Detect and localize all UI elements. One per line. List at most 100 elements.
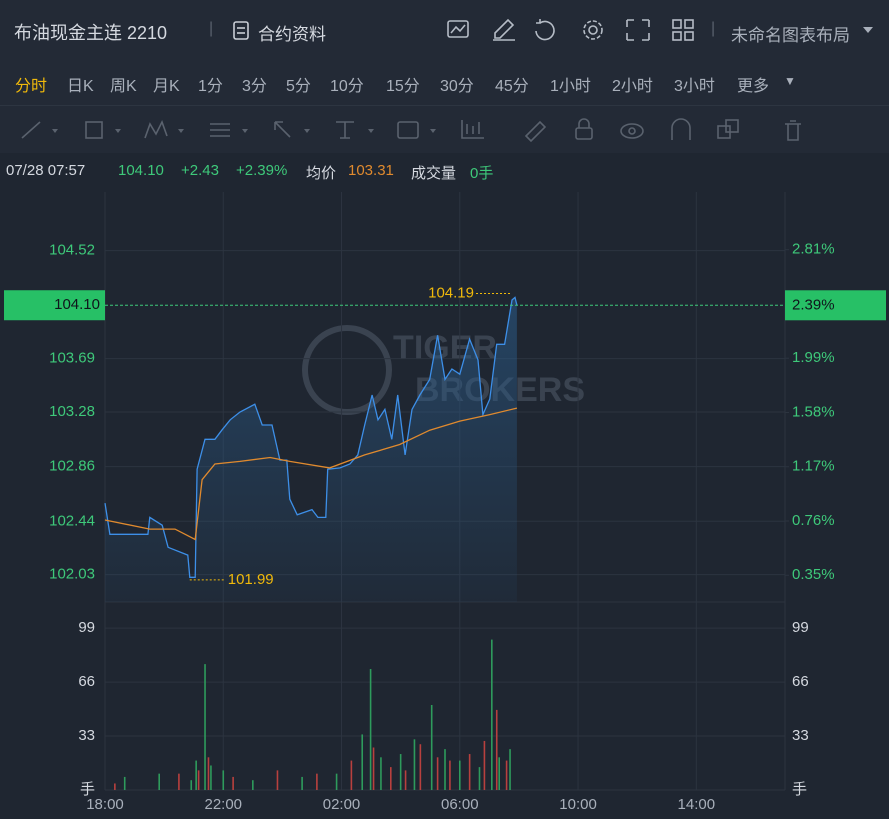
period-button[interactable]: 日K — [67, 78, 94, 95]
y2-tick-label: 1.99% — [792, 349, 835, 366]
current-price-badge — [4, 290, 105, 321]
volume-bar — [449, 760, 451, 790]
volume-bar — [195, 760, 197, 790]
y2-tick-label: 1.17% — [792, 458, 835, 475]
y-tick-label: 102.44 — [49, 512, 95, 529]
current-price-label: 104.10 — [54, 296, 100, 313]
volume-bar — [495, 709, 498, 790]
annotation: 104.19 — [428, 284, 474, 301]
y-tick-label: 33 — [78, 727, 95, 744]
y-tick-label: 104.52 — [49, 242, 95, 259]
current-pct-label: 2.39% — [792, 296, 835, 313]
volume-bar — [509, 749, 511, 790]
tool-icons — [21, 118, 801, 143]
period-button[interactable]: 周K — [110, 78, 137, 95]
quote-time: 07/28 07:57 — [6, 162, 86, 179]
y-tick-label: 102.86 — [49, 458, 95, 475]
watermark: TIGER — [393, 329, 497, 367]
volume-bar — [468, 754, 471, 790]
info-button[interactable]: 合约资料 — [258, 25, 326, 44]
period-button[interactable]: 45分 — [495, 78, 529, 95]
volume-bar — [232, 776, 234, 790]
volume-value: 0手 — [470, 165, 494, 182]
dropdown-arrow: ▼ — [784, 74, 796, 88]
price-line — [104, 296, 518, 578]
period-button[interactable]: 3小时 — [674, 78, 715, 95]
period-button[interactable]: 月K — [153, 78, 180, 95]
y-tick-label: 99 — [78, 619, 95, 636]
doc-icon — [233, 21, 249, 40]
x-tick-label: 14:00 — [678, 796, 716, 813]
volume-bar — [361, 734, 364, 790]
period-button[interactable]: 1小时 — [550, 78, 591, 95]
period-button[interactable]: 分时 — [15, 78, 48, 95]
volume-bar — [369, 669, 372, 790]
volume-bar — [204, 664, 206, 790]
volume-bar — [372, 747, 375, 790]
y2-tick-label: 99 — [792, 619, 809, 636]
volume-bar — [123, 776, 126, 790]
period-button[interactable]: 2小时 — [612, 78, 653, 95]
period-button[interactable]: 3分 — [242, 78, 267, 95]
header: 布油现金主连 2210 | 合约资料 | 未命名图表布局 — [0, 0, 889, 60]
period-bar: 分时 日K 周K 月K 1分 3分 5分 10分 15分 30分 45分 1小时 2小时 3小时 更多 ▼ — [0, 60, 889, 105]
divider: | — [711, 20, 716, 37]
period-button[interactable]: 10分 — [330, 78, 364, 95]
annotation: 101.99 — [228, 571, 274, 588]
period-button[interactable]: 30分 — [440, 78, 474, 95]
x-tick-label: 06:00 — [441, 796, 479, 813]
volume-bar — [210, 765, 212, 790]
avg-label: 均价 — [306, 165, 337, 182]
volume-bar — [389, 767, 392, 790]
volume-bar — [491, 639, 493, 790]
dropdown-arrow — [863, 27, 873, 33]
volume-bar — [114, 783, 116, 790]
volume-label: 成交量 — [411, 165, 457, 182]
y2-tick-label: 33 — [792, 727, 809, 744]
volume-bar — [483, 740, 486, 790]
volume-bar — [276, 770, 279, 790]
price-area — [105, 297, 517, 602]
volume-bar — [316, 773, 318, 790]
y-tick-label: 66 — [78, 673, 95, 690]
volume-bar — [458, 760, 461, 790]
y2-tick-label: 2.81% — [792, 241, 835, 258]
volume-bar — [158, 773, 161, 790]
volume-bar — [190, 780, 193, 790]
quote-price: 104.10 — [118, 162, 164, 179]
current-pct-badge — [785, 290, 886, 321]
title: 布油现金主连 2210 — [14, 23, 168, 43]
period-button[interactable]: 更多 — [737, 78, 770, 95]
header-icons — [447, 18, 694, 41]
volume-bar — [444, 749, 446, 790]
volume-bar — [207, 757, 210, 790]
x-tick-label: 02:00 — [323, 796, 361, 813]
y2-tick-label: 0.35% — [792, 566, 835, 583]
volume-bar — [505, 760, 508, 790]
volume-bar — [335, 773, 338, 790]
divider: | — [209, 20, 214, 37]
volume-bar — [178, 773, 180, 790]
volume-bar — [413, 739, 416, 790]
x-tick-label: 22:00 — [204, 796, 242, 813]
layout-menu[interactable]: 未命名图表布局 — [731, 26, 850, 45]
volume-bar — [404, 770, 407, 790]
volume-bar — [419, 744, 422, 790]
y-tick-label: 103.69 — [49, 350, 95, 367]
volume-bar — [222, 770, 225, 790]
volume-bar — [252, 780, 254, 790]
quote-bar: 07/28 07:57 104.10 +2.43 +2.39% 均价 103.3… — [0, 152, 889, 192]
y-tick-label: 102.03 — [49, 566, 95, 583]
y-tick-label: 手 — [80, 781, 95, 798]
y2-tick-label: 手 — [792, 781, 807, 798]
period-button[interactable]: 1分 — [198, 78, 223, 95]
volume-bar — [380, 757, 382, 790]
quote-change-pct: +2.39% — [236, 162, 288, 179]
period-button[interactable]: 15分 — [386, 78, 420, 95]
period-button[interactable]: 5分 — [286, 78, 311, 95]
drawing-toolbar — [0, 105, 889, 153]
quote-change: +2.43 — [181, 162, 219, 179]
y2-tick-label: 0.76% — [792, 512, 835, 529]
